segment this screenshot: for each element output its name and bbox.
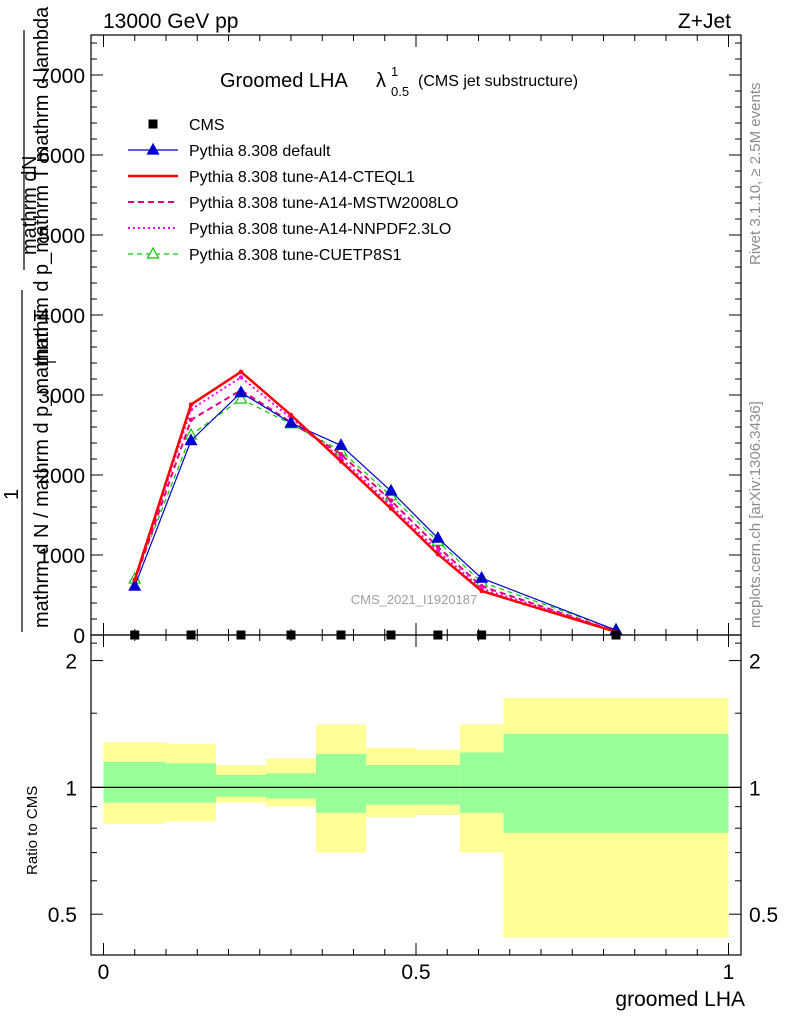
- legend-marker: [148, 119, 158, 129]
- main-y-tick-label: 7000: [38, 65, 85, 88]
- legend-label: Pythia 8.308 tune-A14-MSTW2008LO: [189, 195, 458, 212]
- data-point: [238, 369, 244, 374]
- main-y-tick-label: 3000: [38, 385, 85, 408]
- legend-label: CMS: [189, 117, 225, 134]
- ratio-y-tick-label-right: 2: [749, 651, 761, 674]
- data-point: [234, 391, 248, 404]
- data-point: [188, 417, 194, 422]
- data-point: [435, 552, 441, 557]
- series-line: [133, 389, 617, 633]
- legend-label: Pythia 8.308 tune-CUETP8S1: [189, 247, 402, 264]
- data-point: [288, 412, 294, 418]
- ratio-band-inner: [166, 763, 216, 803]
- main-title-sub: 0.5: [391, 84, 409, 99]
- data-point: [388, 498, 394, 503]
- header-left: 13000 GeV pp: [103, 10, 238, 33]
- legend: CMS Pythia 8.308 default Pythia 8.308 tune…: [128, 117, 458, 264]
- legend-item: Pythia 8.308 tune-A14-NNPDF2.3LO: [128, 221, 451, 238]
- legend-marker: [146, 246, 160, 259]
- series-1: [128, 385, 623, 635]
- main-y-tick-label: 2000: [38, 465, 85, 488]
- main-y-tick-label: 6000: [38, 145, 85, 168]
- header-right: Z+Jet: [678, 10, 731, 33]
- main-title-text: Groomed LHA: [220, 70, 348, 92]
- legend-item: Pythia 8.308 default: [128, 142, 331, 160]
- ratio-band-inner: [366, 765, 416, 805]
- data-point: [184, 433, 198, 446]
- data-point: [388, 506, 394, 511]
- data-point: [238, 375, 244, 380]
- ylabel-prefix-denominator: mathrm d N / mathrm d p_mathrm T: [31, 309, 53, 628]
- ratio-band-inner: [416, 765, 460, 805]
- mcplots-text: mcplots.cern.ch [arXiv:1306.3436]: [747, 401, 764, 628]
- ratio-band-inner: [266, 773, 316, 799]
- data-point: [338, 459, 344, 464]
- ratio-panel: 0.5 0.5 1 1 2 2 0 0.5 1 Ratio to CMS groomed LH…: [24, 634, 778, 1011]
- ratio-band-inner: [216, 774, 266, 797]
- legend-item: Pythia 8.308 tune-A14-CTEQL1: [128, 169, 415, 186]
- x-tick-label: 1: [723, 961, 735, 984]
- ratio-y-tick-label: 1: [65, 777, 77, 800]
- analysis-watermark: CMS_2021_I1920187: [351, 592, 478, 607]
- main-title-lambda: λ: [376, 70, 386, 92]
- main-y-tick-label: 4000: [38, 305, 85, 328]
- data-point: [384, 483, 398, 496]
- x-tick-label: 0: [98, 961, 110, 984]
- ratio-y-tick-label: 2: [65, 651, 77, 674]
- ratio-band-inner: [316, 754, 366, 813]
- legend-item: Pythia 8.308 tune-CUETP8S1: [128, 246, 402, 264]
- ylabel-subscript: T: [44, 358, 59, 366]
- x-tick-label: 0.5: [401, 961, 430, 984]
- legend-label: Pythia 8.308 tune-A14-CTEQL1: [189, 169, 415, 186]
- main-y-tick-label: 5000: [38, 225, 85, 248]
- legend-item: Pythia 8.308 tune-A14-MSTW2008LO: [128, 195, 458, 212]
- ratio-band-inner: [459, 752, 504, 813]
- ratio-y-tick-label: 0.5: [48, 904, 77, 927]
- ratio-band-inner: [503, 733, 729, 833]
- data-point: [128, 578, 142, 591]
- series-2: [132, 369, 619, 634]
- rivet-version-text: Rivet 3.1.10, ≥ 2.5M events: [747, 83, 764, 266]
- legend-marker: [146, 142, 160, 155]
- legend-label: Pythia 8.308 default: [189, 143, 331, 160]
- ratio-y-tick-label-right: 1: [749, 777, 761, 800]
- main-panel: 0 1000 2000 3000 4000 5000 6000 7000 Groomed LH…: [1, 6, 742, 648]
- main-title-sup: 1: [391, 64, 398, 79]
- ylabel-denominator: mathrm d p_mathrm T mathrm d lambda: [31, 6, 53, 365]
- main-title: Groomed LHA λ 1 0.5 (CMS jet substructur…: [220, 64, 578, 99]
- data-point: [435, 544, 441, 550]
- series-line: [133, 376, 617, 633]
- ratio-y-axis-label: Ratio to CMS: [24, 786, 41, 875]
- data-point: [132, 577, 137, 582]
- main-y-tick-label: 1000: [38, 545, 85, 568]
- legend-label: Pythia 8.308 tune-A14-NNPDF2.3LO: [189, 221, 451, 238]
- data-point: [284, 415, 298, 428]
- data-point: [334, 438, 348, 450]
- main-title-note: (CMS jet substructure): [418, 73, 578, 90]
- data-point: [338, 452, 344, 457]
- legend-item: CMS: [148, 117, 225, 134]
- data-point: [234, 385, 248, 398]
- x-axis-label: groomed LHA: [615, 988, 745, 1011]
- data-point: [431, 530, 445, 543]
- data-point: [475, 570, 489, 583]
- data-point: [188, 402, 194, 407]
- data-point: [479, 588, 484, 594]
- main-y-axis-label: mathrm d N mathrm d p_mathrm T mathrm d …: [1, 6, 59, 632]
- ylabel-prefix: 1: [1, 489, 23, 500]
- ratio-band-inner: [103, 761, 166, 803]
- main-y-tick-label: 0: [73, 625, 85, 648]
- ratio-y-tick-label-right: 0.5: [749, 904, 778, 927]
